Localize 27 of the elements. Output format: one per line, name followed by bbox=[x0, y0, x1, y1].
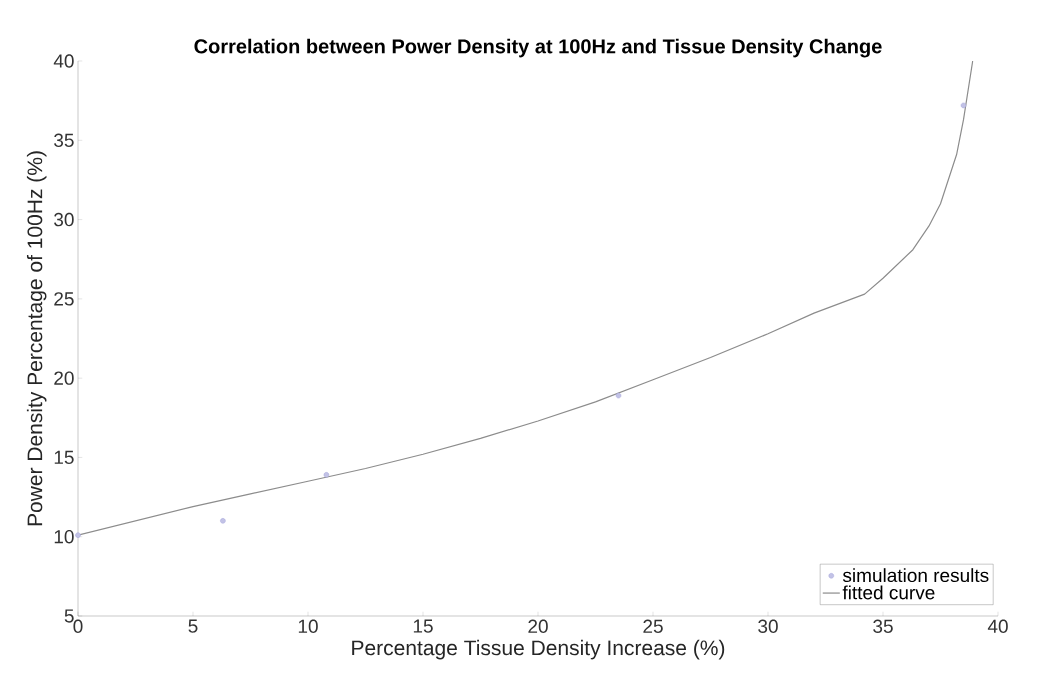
chart-title: Correlation between Power Density at 100Hz and Tissue Density Change bbox=[194, 38, 882, 58]
point bbox=[615, 392, 622, 399]
y-axis-title: Power Density Percentage of 100Hz (%) bbox=[26, 151, 47, 526]
point bbox=[323, 472, 330, 478]
legend-label: fitted curve bbox=[842, 585, 935, 600]
x-tick-label: 40 bbox=[987, 619, 1008, 633]
y-tick-label: 30 bbox=[54, 212, 74, 227]
point bbox=[960, 102, 967, 109]
y-tick-label: 10 bbox=[54, 529, 74, 544]
y-tick-label: 5 bbox=[64, 609, 74, 623]
point bbox=[220, 518, 226, 524]
y-tick-label: 35 bbox=[54, 133, 74, 148]
x-tick-label: 30 bbox=[758, 619, 778, 633]
x-tick-label: 35 bbox=[873, 619, 893, 633]
y-tick-label: 20 bbox=[54, 371, 74, 385]
y-tick-label: 40 bbox=[53, 54, 74, 68]
x-tick-label: 10 bbox=[298, 619, 318, 633]
y-tick-label: 25 bbox=[54, 292, 74, 306]
y-tick-label: 15 bbox=[54, 450, 74, 465]
x-tick-label: 20 bbox=[528, 619, 548, 633]
x-tick-label: 5 bbox=[188, 619, 198, 633]
x-axis-title: Percentage Tissue Density Increase (%) bbox=[352, 639, 725, 660]
x-tick-label: 25 bbox=[643, 619, 663, 633]
x-tick-label: 0 bbox=[73, 619, 83, 633]
legend-label: simulation results bbox=[842, 568, 989, 583]
point bbox=[75, 532, 81, 538]
x-tick-label: 15 bbox=[413, 619, 433, 633]
